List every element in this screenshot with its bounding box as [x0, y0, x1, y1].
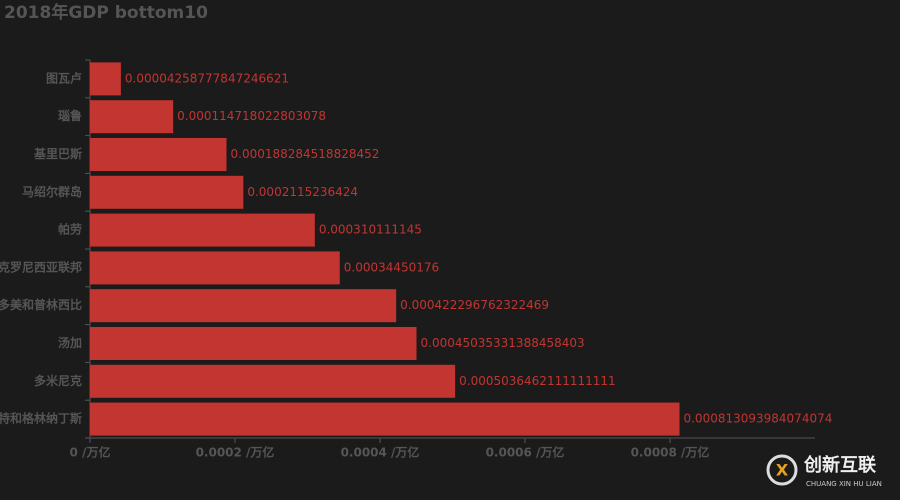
bar: [90, 327, 417, 360]
bar: [90, 213, 315, 247]
y-tick-label: 多米尼克: [34, 373, 82, 388]
y-tick-label: 图瓦卢: [46, 70, 82, 85]
y-tick-label: 马绍尔群岛: [22, 184, 82, 199]
x-tick-label: 0.0008 /万亿: [631, 445, 710, 460]
value-label: 0.000188284518828452: [231, 147, 380, 161]
y-tick-label: 密克罗尼西亚联邦: [0, 259, 82, 274]
bar: [90, 402, 680, 436]
value-label: 0.00034450176: [344, 260, 439, 274]
bar: [90, 100, 174, 134]
logo-name: 创新互联: [803, 454, 876, 476]
x-tick-label: 0 /万亿: [70, 445, 111, 460]
bar: [90, 62, 121, 96]
y-tick-label: 汤加: [58, 335, 82, 350]
y-tick-label: 圣多美和普林西比: [0, 297, 82, 312]
bar: [90, 138, 227, 171]
y-tick-label: 帕劳: [58, 222, 82, 237]
x-tick-label: 0.0002 /万亿: [196, 445, 275, 460]
value-label: 0.0005036462111111111: [459, 374, 616, 388]
value-label: 0.000422296762322469: [400, 298, 549, 312]
bar: [90, 175, 244, 209]
y-tick-label: 基里巴斯: [33, 146, 82, 161]
value-label: 0.000310111145: [319, 223, 422, 237]
logo-mark: X: [776, 461, 789, 480]
value-label: 0.00081309398407407​4: [683, 412, 832, 426]
x-tick-label: 0.0004 /万亿: [341, 445, 420, 460]
value-label: 0.0000425877784724662​1: [125, 71, 289, 85]
logo-icon: [766, 454, 798, 486]
bar: [90, 251, 340, 285]
watermark: X 创新互联 CHUANG XIN HU LIAN: [766, 454, 882, 488]
value-label: 0.00045035331388458403: [421, 336, 585, 350]
y-tick-label: 圣文森特和格林纳丁斯: [0, 411, 82, 426]
value-label: 0.0002115236424: [247, 185, 358, 199]
x-tick-label: 0.0006 /万亿: [486, 445, 565, 460]
value-label: 0.000114718022803078: [177, 109, 326, 123]
logo-pinyin: CHUANG XIN HU LIAN: [806, 480, 882, 488]
bar: [90, 364, 456, 398]
chart-title: 2018年GDP bottom10: [4, 2, 208, 23]
bar: [90, 289, 397, 323]
y-tick-label: 瑙鲁: [58, 108, 82, 123]
